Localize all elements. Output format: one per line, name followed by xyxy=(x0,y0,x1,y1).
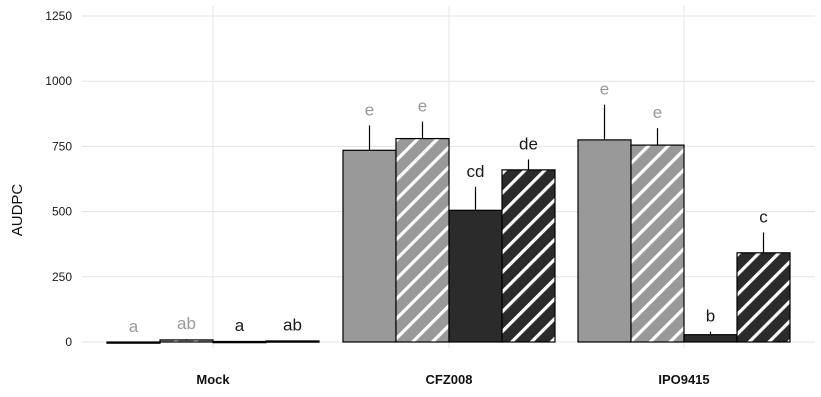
bar xyxy=(577,139,632,343)
bar xyxy=(448,209,503,343)
x-category-label: CFZ008 xyxy=(426,372,473,387)
bar xyxy=(683,334,738,343)
significance-label: ab xyxy=(283,315,302,334)
bar xyxy=(159,339,214,343)
bar xyxy=(212,340,267,344)
significance-label: e xyxy=(418,97,427,116)
x-axis: Mock CFZ008 IPO9415 xyxy=(196,372,709,387)
significance-label: a xyxy=(235,316,245,335)
bars: a ab a ab e e cd de e e b c xyxy=(106,80,791,344)
y-axis-title: AUDPC xyxy=(9,184,26,237)
y-tick-label: 500 xyxy=(52,205,72,219)
bar xyxy=(342,149,397,343)
x-category-label: IPO9415 xyxy=(658,372,709,387)
significance-label: c xyxy=(759,207,768,226)
bar xyxy=(630,144,685,343)
y-axis: 0 250 500 750 1000 1250 xyxy=(45,9,72,349)
bar xyxy=(736,252,791,343)
significance-label: b xyxy=(706,307,715,326)
significance-label: cd xyxy=(467,162,485,181)
significance-label: e xyxy=(600,80,609,99)
y-tick-label: 1000 xyxy=(45,74,72,88)
y-tick-label: 750 xyxy=(52,139,72,153)
bar xyxy=(265,340,320,343)
x-category-label: Mock xyxy=(196,372,230,387)
y-tick-label: 250 xyxy=(52,270,72,284)
y-tick-label: 0 xyxy=(65,335,72,349)
significance-label: e xyxy=(365,101,374,120)
significance-label: de xyxy=(519,134,538,153)
bar xyxy=(395,137,450,343)
y-tick-label: 1250 xyxy=(45,9,72,23)
bar xyxy=(106,341,161,344)
significance-label: a xyxy=(129,317,139,336)
bar xyxy=(501,169,556,343)
significance-label: ab xyxy=(177,314,196,333)
significance-label: e xyxy=(653,103,662,122)
